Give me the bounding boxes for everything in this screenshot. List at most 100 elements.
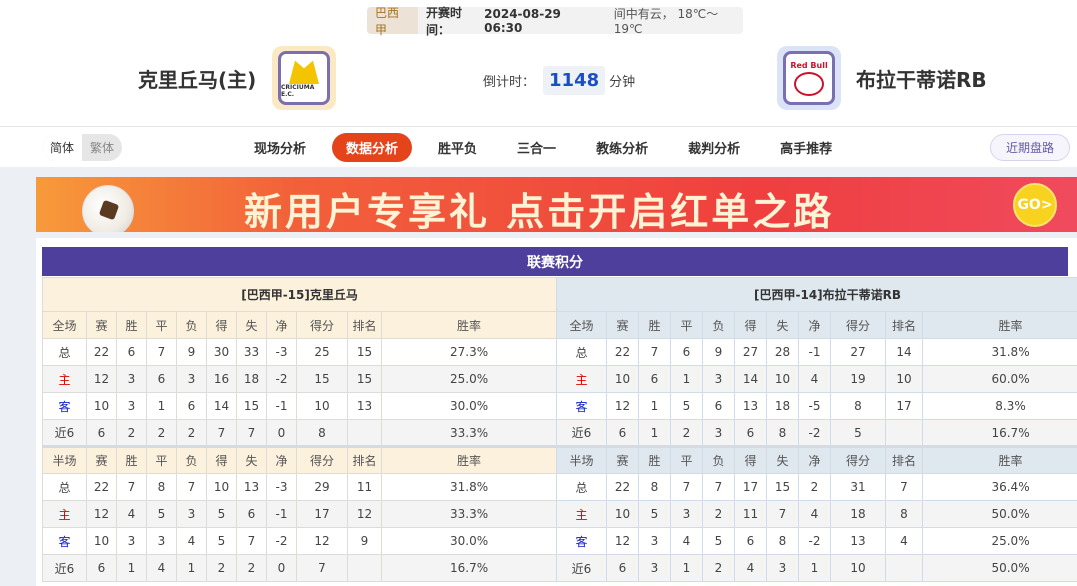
full-header-row: 全场赛胜平负得失净得分 排名 胜率 xyxy=(42,311,558,339)
column-header: 得 xyxy=(734,445,767,474)
nav-tab[interactable]: 三合一 xyxy=(517,142,557,157)
table-cell: 6 xyxy=(734,527,767,555)
table-cell: 5 xyxy=(702,527,735,555)
kickoff-time: 2024-08-29 06:30 xyxy=(484,6,561,35)
column-header: 半场 xyxy=(42,445,87,474)
home-team-name[interactable]: 克里丘马(主) xyxy=(138,68,257,92)
table-cell: 22 xyxy=(606,338,639,366)
table-cell: 11 xyxy=(734,500,767,528)
row-label: 总 xyxy=(42,338,87,366)
table-cell: 10 xyxy=(885,365,923,393)
table-cell: 6 xyxy=(116,338,147,366)
table-cell: 14 xyxy=(206,392,237,420)
column-header: 失 xyxy=(236,311,267,339)
league-badge[interactable]: 巴西甲 xyxy=(367,6,418,37)
table-cell: -1 xyxy=(798,338,831,366)
column-header: 胜 xyxy=(116,311,147,339)
table-cell xyxy=(347,554,382,582)
nav-tab[interactable]: 数据分析 xyxy=(332,133,413,162)
table-cell: 1 xyxy=(638,392,671,420)
language-toggle[interactable]: 简体 繁体 xyxy=(42,134,122,161)
table-row: 客 10 3 1 6 14 15 -1 10 13 30.0% xyxy=(42,392,558,420)
table-cell: 5 xyxy=(670,392,703,420)
nav-tab[interactable]: 高手推荐 xyxy=(780,142,833,157)
table-cell: 10 xyxy=(296,392,348,420)
table-row: 主 10 5 3 2 11 7 4 18 8 50.0% xyxy=(556,500,1077,528)
nav-tab[interactable]: 胜平负 xyxy=(438,142,478,157)
table-cell: 6 xyxy=(702,392,735,420)
table-cell: 22 xyxy=(606,473,639,501)
column-header: 平 xyxy=(146,445,177,474)
table-cell: 13 xyxy=(347,392,382,420)
nav-tab[interactable]: 现场分析 xyxy=(254,142,307,157)
table-cell: 2 xyxy=(670,419,703,447)
column-header: 负 xyxy=(702,311,735,339)
go-button[interactable]: GO> xyxy=(1013,183,1057,227)
table-cell: 3 xyxy=(670,500,703,528)
table-cell: 6 xyxy=(638,365,671,393)
table-cell: 1 xyxy=(176,554,207,582)
nav-tab[interactable]: 教练分析 xyxy=(596,142,649,157)
table-cell: 6 xyxy=(670,338,703,366)
table-row: 主 10 6 1 3 14 10 4 19 10 60.0% xyxy=(556,365,1077,393)
table-cell: 0 xyxy=(266,554,297,582)
table-cell xyxy=(885,419,923,447)
column-header: 得 xyxy=(206,445,237,474)
table-cell: 2 xyxy=(206,554,237,582)
table-cell: 3 xyxy=(176,365,207,393)
table-cell: 3 xyxy=(766,554,799,582)
table-cell: 7 xyxy=(766,500,799,528)
table-cell: 10 xyxy=(830,554,886,582)
table-cell: 17 xyxy=(885,392,923,420)
table-cell: 13 xyxy=(830,527,886,555)
table-cell: 1 xyxy=(146,392,177,420)
countdown-unit: 分钟 xyxy=(609,75,636,90)
column-header: 净 xyxy=(266,311,297,339)
promo-banner[interactable]: 新用户专享礼 点击开启红单之路 GO> xyxy=(36,177,1077,232)
table-cell: 18 xyxy=(236,365,267,393)
table-cell: 7 xyxy=(236,527,267,555)
row-label: 客 xyxy=(556,527,607,555)
table-cell: 5 xyxy=(206,527,237,555)
table-row: 总 22 6 7 9 30 33 -3 25 15 27.3% xyxy=(42,338,558,366)
table-cell: 7 xyxy=(885,473,923,501)
table-cell: 7 xyxy=(176,473,207,501)
table-cell: 4 xyxy=(670,527,703,555)
column-header: 排名 xyxy=(885,311,923,339)
away-team-name[interactable]: 布拉干蒂诺RB xyxy=(856,68,987,92)
table-cell: 6 xyxy=(236,500,267,528)
table-cell: 4 xyxy=(116,500,147,528)
table-cell: -2 xyxy=(266,365,297,393)
row-label: 近6 xyxy=(42,419,87,447)
table-cell: 18 xyxy=(830,500,886,528)
table-cell: -2 xyxy=(266,527,297,555)
column-header: 得分 xyxy=(830,311,886,339)
table-cell: 12 xyxy=(296,527,348,555)
column-header: 胜 xyxy=(638,445,671,474)
soccer-ball-icon xyxy=(82,185,134,232)
table-cell: 31 xyxy=(830,473,886,501)
row-label: 主 xyxy=(42,500,87,528)
table-cell: 10 xyxy=(206,473,237,501)
lang-traditional[interactable]: 繁体 xyxy=(89,141,114,155)
table-cell: 25 xyxy=(296,338,348,366)
table-cell: 8 xyxy=(766,527,799,555)
column-header: 净 xyxy=(266,445,297,474)
table-cell: 8 xyxy=(766,419,799,447)
table-cell: 8.3% xyxy=(921,392,1077,420)
table-cell: 14 xyxy=(885,338,923,366)
lang-simplified[interactable]: 简体 xyxy=(42,134,82,161)
table-cell: 12 xyxy=(606,392,639,420)
recent-handicap-button[interactable]: 近期盘路 xyxy=(990,134,1070,161)
row-label: 客 xyxy=(556,392,607,420)
table-cell: 10 xyxy=(86,527,117,555)
table-cell: 28 xyxy=(766,338,799,366)
table-cell: 2 xyxy=(236,554,267,582)
kickoff-label: 开赛时间： xyxy=(425,5,462,37)
column-header: 平 xyxy=(670,445,703,474)
home-team-logo[interactable]: CRICIÚMA E.C. xyxy=(272,46,336,110)
table-cell: 3 xyxy=(116,392,147,420)
nav-tab[interactable]: 裁判分析 xyxy=(688,142,741,157)
table-cell: 3 xyxy=(146,527,177,555)
away-team-logo[interactable]: Red Bull xyxy=(777,46,841,110)
